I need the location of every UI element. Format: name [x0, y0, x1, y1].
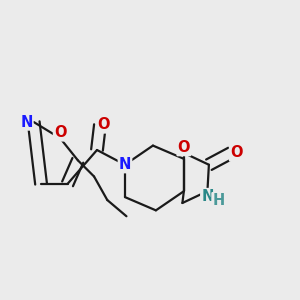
Text: O: O: [54, 125, 66, 140]
Text: N: N: [20, 115, 32, 130]
Text: O: O: [178, 140, 190, 155]
Text: O: O: [230, 146, 242, 160]
Text: N: N: [201, 189, 214, 204]
Text: O: O: [97, 118, 110, 133]
Text: H: H: [212, 193, 225, 208]
Text: N: N: [119, 157, 131, 172]
